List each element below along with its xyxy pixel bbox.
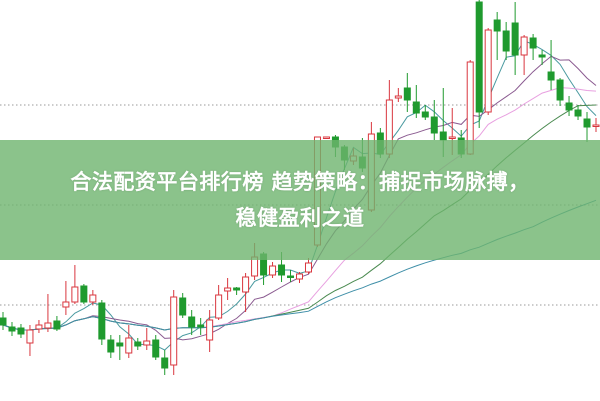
candle-down: [574, 109, 582, 117]
candle-down: [107, 339, 115, 353]
candle-down: [430, 116, 438, 134]
candle-down: [529, 37, 537, 49]
candle-up: [125, 337, 133, 354]
candle-down: [98, 302, 106, 340]
headline-banner: 合法配资平台排行榜 趋势策略：捕捉市场脉搏， 稳健盈利之道: [0, 140, 600, 260]
candle-down: [493, 19, 501, 32]
headline-line-2: 稳健盈利之道: [235, 206, 365, 230]
candle-down: [502, 30, 510, 52]
candle-down: [556, 79, 564, 101]
candle-up: [89, 294, 97, 303]
candle-down: [287, 275, 295, 278]
candle-down: [233, 287, 241, 291]
candle-down: [403, 87, 411, 101]
candle-down: [134, 341, 142, 347]
candle-up: [170, 296, 178, 366]
candle-up: [62, 301, 70, 308]
candle-up: [269, 265, 277, 276]
candle-down: [565, 102, 573, 111]
candle-up: [206, 319, 214, 341]
candle-up: [484, 29, 492, 113]
candle-up: [71, 286, 79, 303]
candle-up: [592, 124, 600, 127]
candle-down: [583, 118, 591, 128]
candle-up: [394, 95, 402, 99]
candle-down: [538, 54, 546, 58]
candle-down: [179, 297, 187, 316]
candle-down: [421, 111, 429, 118]
headline-line-1: 合法配资平台排行榜 趋势策略：捕捉市场脉搏，: [70, 170, 530, 194]
candle-up: [520, 36, 528, 56]
candle-down: [547, 71, 555, 81]
candle-up: [296, 273, 303, 280]
candle-up: [35, 324, 43, 330]
candle-down: [0, 317, 7, 326]
candle-up: [44, 322, 52, 329]
candle-up: [448, 136, 456, 139]
candle-down: [152, 339, 160, 358]
candle-down: [17, 327, 25, 335]
candle-down: [53, 320, 61, 330]
candle-down: [197, 324, 205, 328]
candle-up: [304, 262, 312, 273]
candle-up: [322, 136, 330, 139]
candle-up: [26, 329, 34, 344]
candle-down: [278, 264, 286, 276]
candle-up: [242, 276, 250, 293]
candle-down: [188, 316, 196, 328]
candle-down: [511, 22, 519, 56]
candle-down: [80, 285, 88, 303]
candle-down: [8, 326, 16, 332]
candle-down: [412, 101, 420, 114]
candle-up: [215, 294, 223, 319]
candle-down: [439, 131, 447, 141]
candle-up: [224, 287, 232, 292]
candle-down: [161, 357, 169, 369]
candle-down: [475, 1, 483, 113]
candle-up: [143, 340, 151, 346]
candle-down: [116, 342, 124, 347]
